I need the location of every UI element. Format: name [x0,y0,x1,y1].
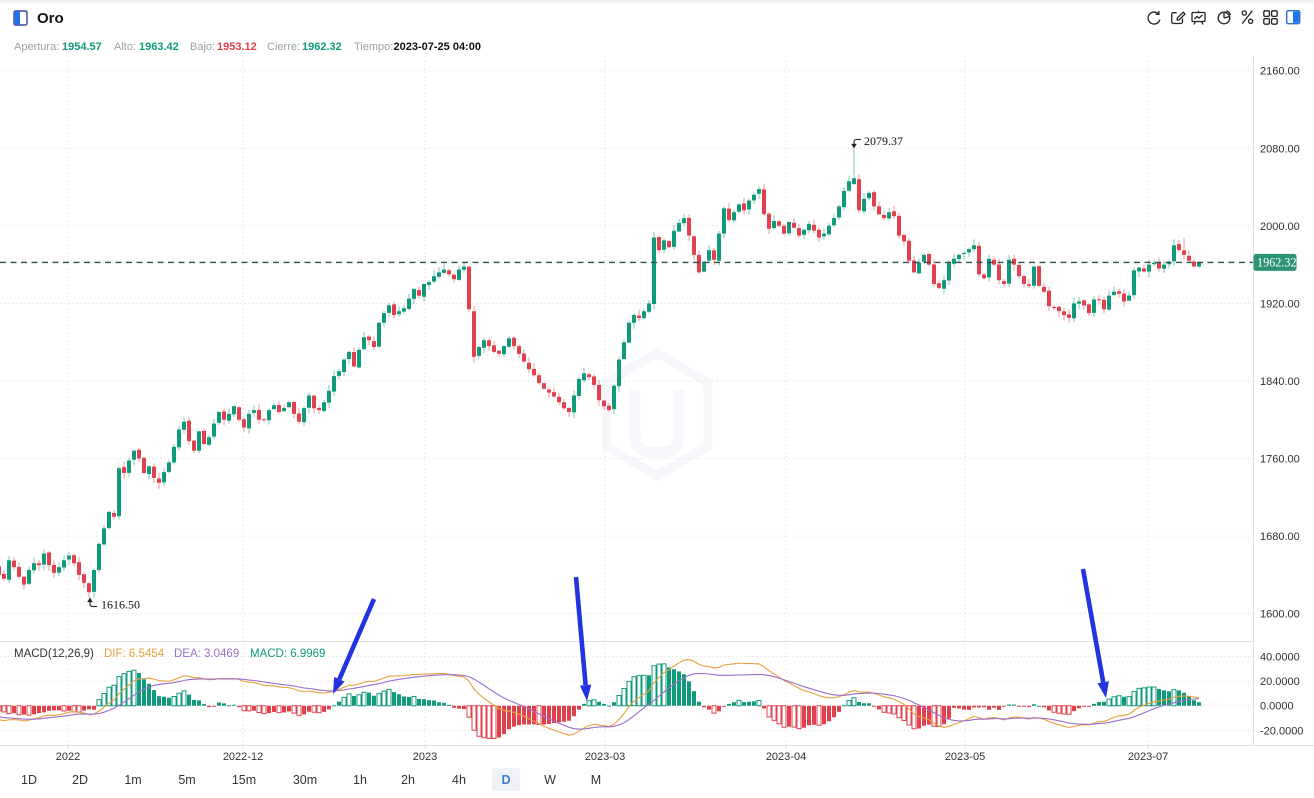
svg-text:2h: 2h [401,773,415,787]
svg-text:M: M [591,773,601,787]
svg-text:Bajo:: Bajo: [190,41,215,53]
svg-text:1760.00: 1760.00 [1260,454,1300,466]
svg-text:2023-05: 2023-05 [945,751,985,763]
svg-text:2080.00: 2080.00 [1260,143,1300,155]
svg-text:1680.00: 1680.00 [1260,531,1300,543]
svg-text:Alto:: Alto: [114,41,136,53]
svg-text:2022-12: 2022-12 [223,751,263,763]
svg-text:Oro: Oro [37,10,64,27]
svg-text:W: W [544,773,556,787]
svg-text:30m: 30m [293,773,317,787]
svg-text:1840.00: 1840.00 [1260,376,1300,388]
svg-text:2023-04: 2023-04 [766,751,806,763]
svg-text:2160.00: 2160.00 [1260,66,1300,78]
svg-text:DEA: 3.0469: DEA: 3.0469 [174,648,239,660]
svg-text:MACD: 6.9969: MACD: 6.9969 [250,648,325,660]
svg-text:2000.00: 2000.00 [1260,221,1300,233]
svg-text:2023-03: 2023-03 [585,751,625,763]
svg-text:1954.57: 1954.57 [62,41,102,53]
svg-text:Tiempo:: Tiempo: [354,41,393,53]
svg-text:Cierre:: Cierre: [267,41,300,53]
svg-text:2023: 2023 [413,751,437,763]
svg-text:1962.32: 1962.32 [1257,256,1297,270]
svg-text:1D: 1D [21,773,37,787]
svg-text:2079.37: 2079.37 [864,134,903,148]
svg-text:4h: 4h [452,773,466,787]
svg-text:0.0000: 0.0000 [1260,701,1294,713]
svg-text:20.0000: 20.0000 [1260,676,1300,688]
svg-text:2022: 2022 [56,751,80,763]
svg-text:1920.00: 1920.00 [1260,298,1300,310]
svg-text:15m: 15m [232,773,256,787]
svg-text:1600.00: 1600.00 [1260,609,1300,621]
svg-text:-20.0000: -20.0000 [1260,725,1303,737]
svg-text:2023-07-25 04:00: 2023-07-25 04:00 [394,41,481,53]
svg-text:1m: 1m [124,773,141,787]
svg-text:2023-07: 2023-07 [1128,751,1168,763]
svg-text:D: D [501,773,510,787]
svg-text:Apertura:: Apertura: [14,41,59,53]
svg-text:MACD(12,26,9): MACD(12,26,9) [14,648,94,660]
svg-text:40.0000: 40.0000 [1260,652,1300,664]
svg-text:5m: 5m [178,773,195,787]
svg-text:1962.32: 1962.32 [302,41,342,53]
svg-text:1616.50: 1616.50 [101,598,140,612]
svg-text:1963.42: 1963.42 [139,41,179,53]
svg-text:DIF: 6.5454: DIF: 6.5454 [104,648,165,660]
svg-text:2D: 2D [72,773,88,787]
svg-text:1h: 1h [353,773,367,787]
svg-text:1953.12: 1953.12 [217,41,257,53]
